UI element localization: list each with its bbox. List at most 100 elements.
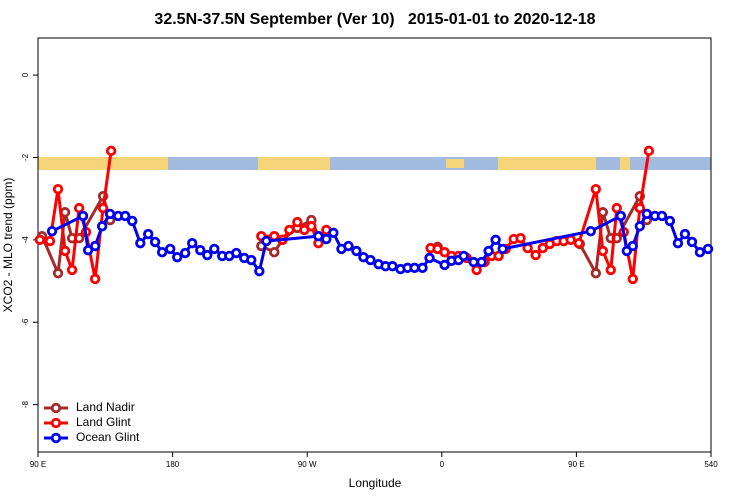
point xyxy=(490,234,501,246)
chart-title: 32.5N-37.5N September (Ver 10) 2015-01-0… xyxy=(154,11,595,28)
x-axis-label: Longitude xyxy=(349,476,402,490)
point xyxy=(156,247,168,258)
series-line xyxy=(40,192,649,279)
y-tick-label: -6 xyxy=(21,318,30,326)
point xyxy=(679,228,691,240)
point xyxy=(209,243,220,255)
point xyxy=(172,251,183,263)
point xyxy=(424,252,435,264)
legend-label: Ocean Glint xyxy=(76,430,140,444)
point xyxy=(165,243,176,255)
point xyxy=(96,221,108,232)
point xyxy=(634,202,646,214)
point xyxy=(89,273,101,285)
point xyxy=(269,247,280,258)
point xyxy=(328,227,339,239)
point xyxy=(597,245,609,257)
x-tick-label: 180 xyxy=(166,460,180,469)
point xyxy=(515,233,526,244)
point xyxy=(664,215,676,227)
legend-marker xyxy=(50,432,62,444)
point xyxy=(104,208,116,220)
point xyxy=(365,254,376,266)
point xyxy=(573,237,584,249)
point xyxy=(77,210,89,222)
point xyxy=(149,236,161,248)
point xyxy=(585,225,596,237)
point xyxy=(702,243,714,255)
land xyxy=(620,157,630,170)
point xyxy=(656,210,668,222)
point xyxy=(590,268,602,279)
point xyxy=(127,215,138,227)
point xyxy=(641,208,653,220)
y-tick-label: 0 xyxy=(21,72,30,77)
map-strip xyxy=(38,157,711,170)
point xyxy=(292,216,303,228)
point xyxy=(611,202,622,214)
point xyxy=(46,225,58,237)
x-tick-label: 90 W xyxy=(298,460,317,469)
point xyxy=(59,245,71,257)
legend-marker xyxy=(50,402,62,414)
point xyxy=(202,249,213,261)
x-tick-label: 90 E xyxy=(30,460,46,469)
point xyxy=(261,235,272,247)
point xyxy=(254,265,265,277)
point xyxy=(246,254,257,266)
series-line xyxy=(39,150,651,280)
point xyxy=(89,240,101,252)
land xyxy=(258,157,330,170)
legend-label: Land Glint xyxy=(76,415,131,429)
x-tick-label: 90 E xyxy=(568,460,584,469)
point xyxy=(387,261,398,272)
point xyxy=(694,247,706,258)
point xyxy=(34,234,46,246)
point xyxy=(615,210,627,222)
point xyxy=(306,221,317,232)
point xyxy=(143,228,154,240)
point xyxy=(672,237,684,249)
x-tick-label: 540 xyxy=(704,460,718,469)
point xyxy=(179,247,191,259)
land xyxy=(446,159,464,168)
point xyxy=(417,262,428,274)
point xyxy=(458,250,469,262)
point xyxy=(231,247,242,259)
point xyxy=(497,243,508,255)
series xyxy=(36,190,653,279)
point xyxy=(605,264,616,276)
point xyxy=(119,210,131,222)
point xyxy=(590,183,602,195)
y-tick-label: -2 xyxy=(21,153,30,161)
point xyxy=(66,264,78,276)
point xyxy=(537,242,548,254)
land xyxy=(498,157,596,170)
point xyxy=(483,245,494,257)
point xyxy=(195,244,206,256)
point xyxy=(343,240,354,252)
point xyxy=(627,273,638,285)
point xyxy=(135,237,146,249)
point xyxy=(73,202,85,214)
point xyxy=(476,256,487,268)
point xyxy=(313,230,324,242)
y-tick-label: -8 xyxy=(21,401,30,409)
x-tick-label: 0 xyxy=(440,460,445,469)
point xyxy=(686,236,698,248)
point xyxy=(82,244,94,256)
y-tick-label: -4 xyxy=(21,236,30,244)
point xyxy=(321,233,332,245)
point xyxy=(44,235,56,247)
point xyxy=(186,237,198,249)
point xyxy=(105,145,117,157)
point xyxy=(634,221,646,232)
point xyxy=(351,245,362,257)
land xyxy=(38,157,168,170)
point xyxy=(643,145,655,157)
point xyxy=(97,202,109,214)
point xyxy=(52,183,64,195)
point xyxy=(52,268,64,279)
point xyxy=(409,262,420,274)
